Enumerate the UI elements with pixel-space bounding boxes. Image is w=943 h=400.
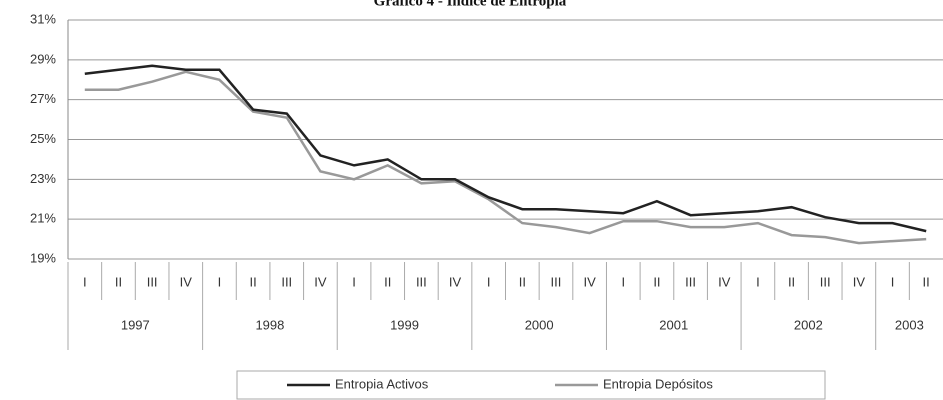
x-tick-label: I: [352, 274, 356, 289]
year-label: 2000: [525, 317, 554, 332]
x-tick-label: I: [891, 274, 895, 289]
x-tick-label: I: [83, 274, 87, 289]
x-tick-label: III: [416, 274, 427, 289]
series-line: [84, 64, 927, 233]
legend-box: [236, 370, 826, 400]
x-tick-label: I: [218, 274, 222, 289]
legend-label: Entropia Depósitos: [603, 376, 713, 391]
y-tick-label: 21%: [30, 211, 56, 226]
x-tick-label: IV: [718, 274, 731, 289]
x-tick-label: II: [653, 274, 660, 289]
year-label: 2003: [895, 317, 924, 332]
y-tick-label: 27%: [30, 91, 56, 106]
y-tick-label: 23%: [30, 171, 56, 186]
x-tick-label: I: [621, 274, 625, 289]
x-tick-label: IV: [583, 274, 596, 289]
year-label: 1997: [121, 317, 150, 332]
x-tick-label: II: [249, 274, 256, 289]
x-tick-label: IV: [180, 274, 193, 289]
y-tick-label: 25%: [30, 131, 56, 146]
x-tick-label: III: [685, 274, 696, 289]
year-label: 2002: [794, 317, 823, 332]
x-tick-label: II: [384, 274, 391, 289]
x-tick-label: IV: [314, 274, 327, 289]
x-tick-label: I: [487, 274, 491, 289]
x-tick-label: III: [147, 274, 158, 289]
year-label: 2001: [659, 317, 688, 332]
x-tick-label: III: [551, 274, 562, 289]
year-label: 1998: [255, 317, 284, 332]
x-tick-label: IV: [449, 274, 462, 289]
year-label: 1999: [390, 317, 419, 332]
x-tick-label: II: [923, 274, 930, 289]
x-tick-label: III: [820, 274, 831, 289]
y-tick-label: 29%: [30, 51, 56, 66]
chart-title: Gráfico 4 - Índice de Entropía: [374, 0, 567, 9]
x-tick-label: II: [519, 274, 526, 289]
x-tick-label: II: [115, 274, 122, 289]
y-tick-label: 19%: [30, 250, 56, 265]
legend-label: Entropia Activos: [335, 376, 429, 391]
x-tick-label: II: [788, 274, 795, 289]
series-line: [84, 70, 927, 245]
y-tick-label: 31%: [30, 11, 56, 26]
x-tick-label: I: [756, 274, 760, 289]
x-tick-label: IV: [853, 274, 866, 289]
x-tick-label: III: [281, 274, 292, 289]
